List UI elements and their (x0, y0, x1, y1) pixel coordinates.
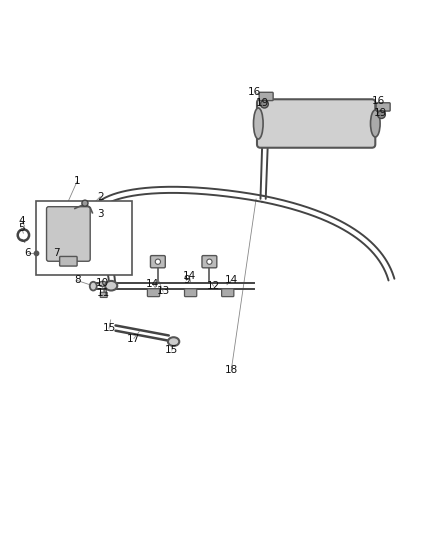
Text: 19: 19 (256, 98, 269, 108)
Text: 3: 3 (97, 209, 103, 219)
FancyBboxPatch shape (376, 103, 390, 111)
Text: 13: 13 (156, 286, 170, 296)
Text: 15: 15 (165, 345, 178, 356)
Text: 18: 18 (225, 366, 238, 375)
Ellipse shape (90, 282, 97, 290)
Bar (35, 201, 132, 275)
Circle shape (378, 111, 385, 118)
Text: 7: 7 (53, 248, 60, 259)
Text: 14: 14 (225, 276, 238, 286)
Ellipse shape (371, 110, 380, 137)
Text: 6: 6 (25, 248, 31, 259)
Text: 12: 12 (207, 281, 220, 291)
Text: 11: 11 (97, 288, 110, 298)
FancyBboxPatch shape (46, 207, 90, 261)
FancyBboxPatch shape (257, 99, 375, 148)
Ellipse shape (254, 108, 263, 139)
Text: 17: 17 (127, 334, 141, 344)
Circle shape (207, 259, 212, 264)
Ellipse shape (99, 281, 107, 287)
FancyBboxPatch shape (222, 289, 234, 297)
Text: 4: 4 (18, 216, 25, 225)
Circle shape (34, 251, 39, 256)
Text: 9: 9 (183, 276, 190, 286)
Circle shape (82, 200, 88, 206)
Text: 8: 8 (74, 276, 81, 286)
Text: 19: 19 (374, 108, 387, 118)
Text: 16: 16 (372, 96, 385, 107)
Circle shape (155, 259, 160, 264)
Ellipse shape (168, 337, 179, 346)
Text: 15: 15 (102, 324, 116, 334)
Text: 1: 1 (74, 176, 81, 187)
Text: 14: 14 (183, 271, 196, 281)
Text: 10: 10 (95, 278, 109, 288)
FancyBboxPatch shape (148, 289, 159, 297)
Text: 16: 16 (248, 87, 261, 97)
FancyBboxPatch shape (259, 92, 273, 101)
Text: 5: 5 (18, 223, 25, 233)
FancyBboxPatch shape (184, 289, 197, 297)
Ellipse shape (105, 281, 117, 290)
Text: 14: 14 (146, 279, 159, 289)
Circle shape (261, 100, 268, 108)
FancyBboxPatch shape (202, 256, 217, 268)
FancyBboxPatch shape (100, 292, 107, 297)
Text: 2: 2 (97, 192, 103, 201)
FancyBboxPatch shape (60, 256, 77, 266)
FancyBboxPatch shape (150, 256, 165, 268)
